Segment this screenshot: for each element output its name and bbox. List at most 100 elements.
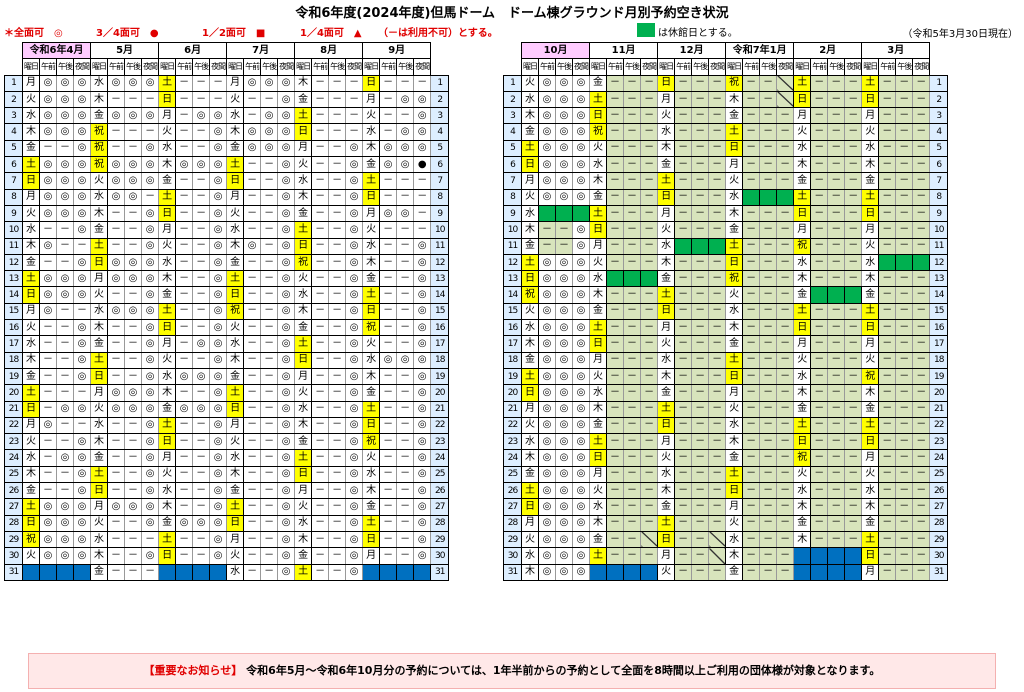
slot-cell: ◎ xyxy=(209,449,228,467)
day-number: 16 xyxy=(430,319,450,337)
slot-cell: － xyxy=(328,482,347,500)
weekday-cell: 火 xyxy=(362,449,381,467)
slot-cell: ◎ xyxy=(72,400,92,418)
weekday-cell: 金 xyxy=(725,563,744,581)
weekday-cell: 木 xyxy=(294,74,313,92)
slot-cell: ◎ xyxy=(72,74,92,92)
slot-cell: － xyxy=(640,367,659,386)
slot-cell: － xyxy=(124,221,143,239)
slot-cell: － xyxy=(776,270,795,288)
slot-cell: － xyxy=(623,286,642,304)
slot-cell: ◎ xyxy=(56,107,74,125)
slot-cell: － xyxy=(107,319,126,337)
slot-cell: － xyxy=(260,335,279,353)
slot-cell: － xyxy=(72,302,92,321)
day-number: 6 xyxy=(929,156,949,174)
weekday-cell: 水 xyxy=(294,172,313,190)
weekday-cell: 土 xyxy=(725,465,744,484)
slot-cell: － xyxy=(691,563,710,581)
slot-cell: ◎ xyxy=(107,107,126,125)
weekday-cell: 月 xyxy=(521,400,539,418)
day-number: 25 xyxy=(430,465,450,484)
slot-cell: － xyxy=(396,482,415,500)
weekday-cell: 金 xyxy=(793,286,812,304)
slot-cell: － xyxy=(759,433,778,451)
weekday-cell: 火 xyxy=(793,123,812,141)
slot-cell: － xyxy=(311,449,330,467)
slot-cell: － xyxy=(328,90,347,109)
unavailable-cell xyxy=(175,563,194,581)
slot-cell: ◎ xyxy=(277,465,296,484)
slot-cell: ◎ xyxy=(345,319,364,337)
day-number: 17 xyxy=(503,335,522,353)
slot-cell: － xyxy=(708,433,727,451)
sub-header: 午後 xyxy=(260,58,279,76)
slot-cell: ◎ xyxy=(538,270,556,288)
slot-cell: ◎ xyxy=(571,156,591,174)
weekday-cell: 木 xyxy=(294,188,313,206)
weekday-cell: 金 xyxy=(657,156,676,174)
weekday-cell: 木 xyxy=(22,351,40,369)
slot-cell: － xyxy=(379,319,398,337)
weekday-cell: 月 xyxy=(22,416,40,435)
slot-cell: ◎ xyxy=(209,156,228,174)
slot-cell: － xyxy=(107,204,126,223)
weekday-cell: 土 xyxy=(90,465,109,484)
sub-header: 午前 xyxy=(878,58,897,76)
slot-cell: － xyxy=(912,237,931,255)
slot-cell: ◎ xyxy=(571,107,591,125)
slot-cell: － xyxy=(606,433,625,451)
slot-cell: － xyxy=(708,319,727,337)
slot-cell: － xyxy=(759,319,778,337)
slot-cell: － xyxy=(759,237,778,255)
weekday-cell: 日 xyxy=(158,433,177,451)
slot-cell: － xyxy=(260,384,279,402)
slot-cell: － xyxy=(708,270,727,288)
slot-cell: － xyxy=(107,139,126,158)
weekday-cell: 土 xyxy=(657,286,676,304)
weekday-cell: 木 xyxy=(861,156,880,174)
slot-cell: － xyxy=(708,221,727,239)
slot-cell: － xyxy=(742,221,761,239)
slot-cell: － xyxy=(895,514,914,532)
slot-cell: － xyxy=(912,302,931,321)
unavailable-cell xyxy=(810,563,829,581)
slot-cell: － xyxy=(810,221,829,239)
day-number: 10 xyxy=(929,221,949,239)
slot-cell: － xyxy=(691,530,710,549)
slot-cell: － xyxy=(742,302,761,321)
slot-cell: － xyxy=(878,139,897,158)
day-row: 13 土 ◎ ◎ ◎ 月 ◎ ◎ ◎ 木－－ ◎ 土－－ ◎ 火－－ ◎ 金－－ ◎ 13 xyxy=(4,270,450,288)
weekday-cell: 水 xyxy=(22,107,40,125)
slot-cell: ◎ xyxy=(260,74,279,92)
slot-cell: － xyxy=(742,107,761,125)
weekday-cell: 水 xyxy=(793,482,812,500)
slot-cell: － xyxy=(396,107,415,125)
slot-cell: － xyxy=(640,433,659,451)
slot-cell: － xyxy=(742,433,761,451)
slot-cell: ◎ xyxy=(209,107,228,125)
slot-cell: ◎ xyxy=(555,319,573,337)
weekday-cell: 月 xyxy=(294,367,313,386)
weekday-cell: 木 xyxy=(158,384,177,402)
slot-cell: ◎ xyxy=(141,107,160,125)
slot-cell: － xyxy=(192,221,211,239)
slot-cell: ◎ xyxy=(345,465,364,484)
slot-cell: ◎ xyxy=(396,90,415,109)
slot-cell: － xyxy=(640,514,659,532)
unavailable-cell xyxy=(22,563,40,581)
day-number: 30 xyxy=(430,547,450,565)
weekday-cell: 水 xyxy=(657,237,676,255)
slot-cell: － xyxy=(674,302,693,321)
slot-cell: － xyxy=(640,172,659,190)
slot-cell: － xyxy=(827,270,846,288)
weekday-cell: 日 xyxy=(589,107,608,125)
day-number: 5 xyxy=(430,139,450,158)
slot-cell: － xyxy=(243,107,262,125)
slot-cell: － xyxy=(72,237,92,255)
slot-cell: ◎ xyxy=(345,400,364,418)
slot-cell: － xyxy=(895,335,914,353)
day-row: 31 金－－－水－－ ◎ 土－－ ◎ 31 xyxy=(4,563,450,581)
weekday-cell: 火 xyxy=(589,253,608,272)
slot-cell: ◎ xyxy=(413,253,432,272)
